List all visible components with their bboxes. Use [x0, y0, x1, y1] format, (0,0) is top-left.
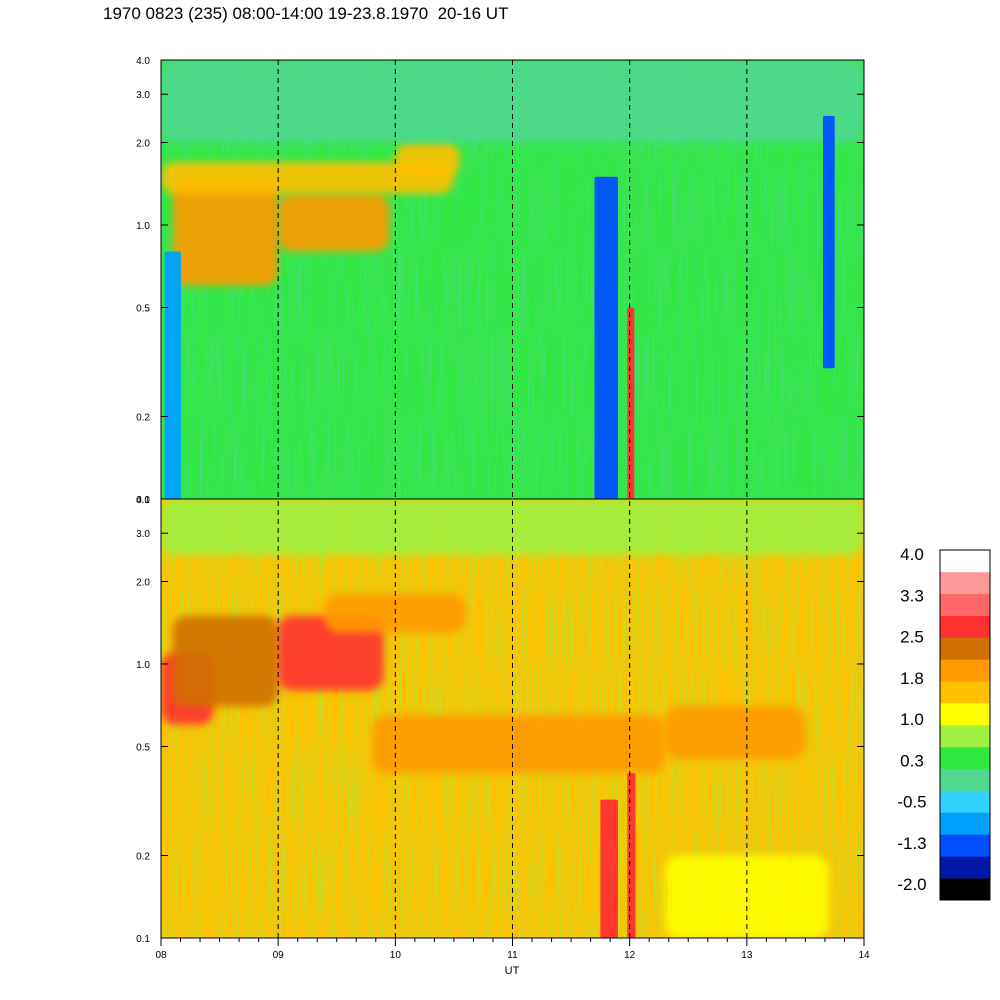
colorbar-swatch — [940, 790, 990, 813]
colorbar-swatch — [940, 746, 990, 770]
colorbar-label: 3.3 — [900, 586, 924, 605]
colorbar: 4.0 3.3 2.5 1.8 1.0 0.3 -0.5 -1.3 -2.0 — [897, 545, 991, 901]
y-tick-label: 3.0 — [136, 90, 150, 101]
colorbar-label: -2.0 — [897, 875, 926, 894]
spectral-feature — [161, 60, 864, 143]
chart-title: 1970 0823 (235) 08:00-14:00 19-23.8.1970… — [103, 4, 509, 23]
spectral-feature — [395, 142, 460, 177]
colorbar-swatch — [940, 834, 990, 857]
spectral-feature — [164, 251, 181, 499]
spectral-feature — [822, 115, 835, 369]
spectral-feature — [371, 715, 665, 774]
x-tick-label: 09 — [273, 950, 285, 961]
axes-overlay: 0.10.20.51.02.03.04.00.10.20.51.02.03.04… — [136, 56, 870, 961]
colorbar-label: 2.5 — [900, 628, 924, 647]
colorbar-swatch — [940, 768, 990, 791]
colorbar-label: 1.0 — [900, 710, 924, 729]
colorbar-swatch — [940, 637, 990, 660]
y-tick-label: 0.1 — [136, 495, 150, 506]
colorbar-swatch — [940, 550, 990, 573]
y-tick-label: 0.1 — [136, 934, 150, 945]
colorbar-swatch — [940, 856, 990, 879]
spectral-feature — [664, 855, 829, 938]
spectral-feature — [594, 176, 618, 499]
colorbar-swatch — [940, 703, 990, 726]
x-axis-label: UT — [505, 965, 520, 977]
y-tick-label: 0.5 — [136, 742, 150, 753]
y-tick-label: 4.0 — [136, 56, 150, 67]
y-tick-label: 1.0 — [136, 660, 150, 671]
colorbar-swatch — [940, 593, 990, 616]
colorbar-label: -0.5 — [897, 793, 926, 812]
colorbar-frame — [939, 549, 991, 901]
spectral-feature — [161, 161, 454, 194]
y-tick-label: 3.0 — [136, 529, 150, 540]
spectral-feature — [161, 499, 864, 555]
x-tick-label: 12 — [624, 950, 636, 961]
x-tick-label: 14 — [858, 950, 870, 961]
colorbar-label: 0.3 — [900, 751, 924, 770]
colorbar-swatch — [940, 878, 990, 901]
spectral-feature — [172, 615, 279, 707]
x-tick-label: 11 — [507, 950, 518, 961]
spectral-feature — [600, 799, 618, 938]
y-tick-label: 0.5 — [136, 303, 150, 314]
spectral-feature — [627, 307, 635, 499]
y-tick-label: 2.0 — [136, 138, 150, 149]
spectral-feature — [627, 773, 636, 938]
spectral-feature — [664, 706, 806, 760]
x-tick-label: 08 — [155, 950, 167, 961]
y-tick-label: 4.0 — [136, 495, 150, 506]
colorbar-label: 4.0 — [900, 545, 924, 564]
colorbar-swatch — [940, 659, 990, 682]
colorbar-swatch — [940, 681, 990, 704]
spectral-feature — [278, 615, 384, 691]
y-tick-label: 1.0 — [136, 221, 150, 232]
spectral-feature — [278, 193, 390, 252]
x-tick-label: 10 — [390, 950, 402, 961]
y-tick-label: 0.2 — [136, 852, 150, 863]
colorbar-swatch — [940, 615, 990, 638]
colorbar-label: 1.8 — [900, 669, 924, 688]
y-tick-label: 0.2 — [136, 413, 150, 424]
colorbar-swatch — [940, 571, 990, 595]
y-tick-label: 2.0 — [136, 577, 150, 588]
x-tick-label: 13 — [741, 950, 753, 961]
colorbar-swatch — [940, 725, 990, 748]
colorbar-swatch — [940, 812, 990, 835]
colorbar-label: -1.3 — [897, 834, 926, 853]
spectral-feature — [172, 176, 279, 286]
